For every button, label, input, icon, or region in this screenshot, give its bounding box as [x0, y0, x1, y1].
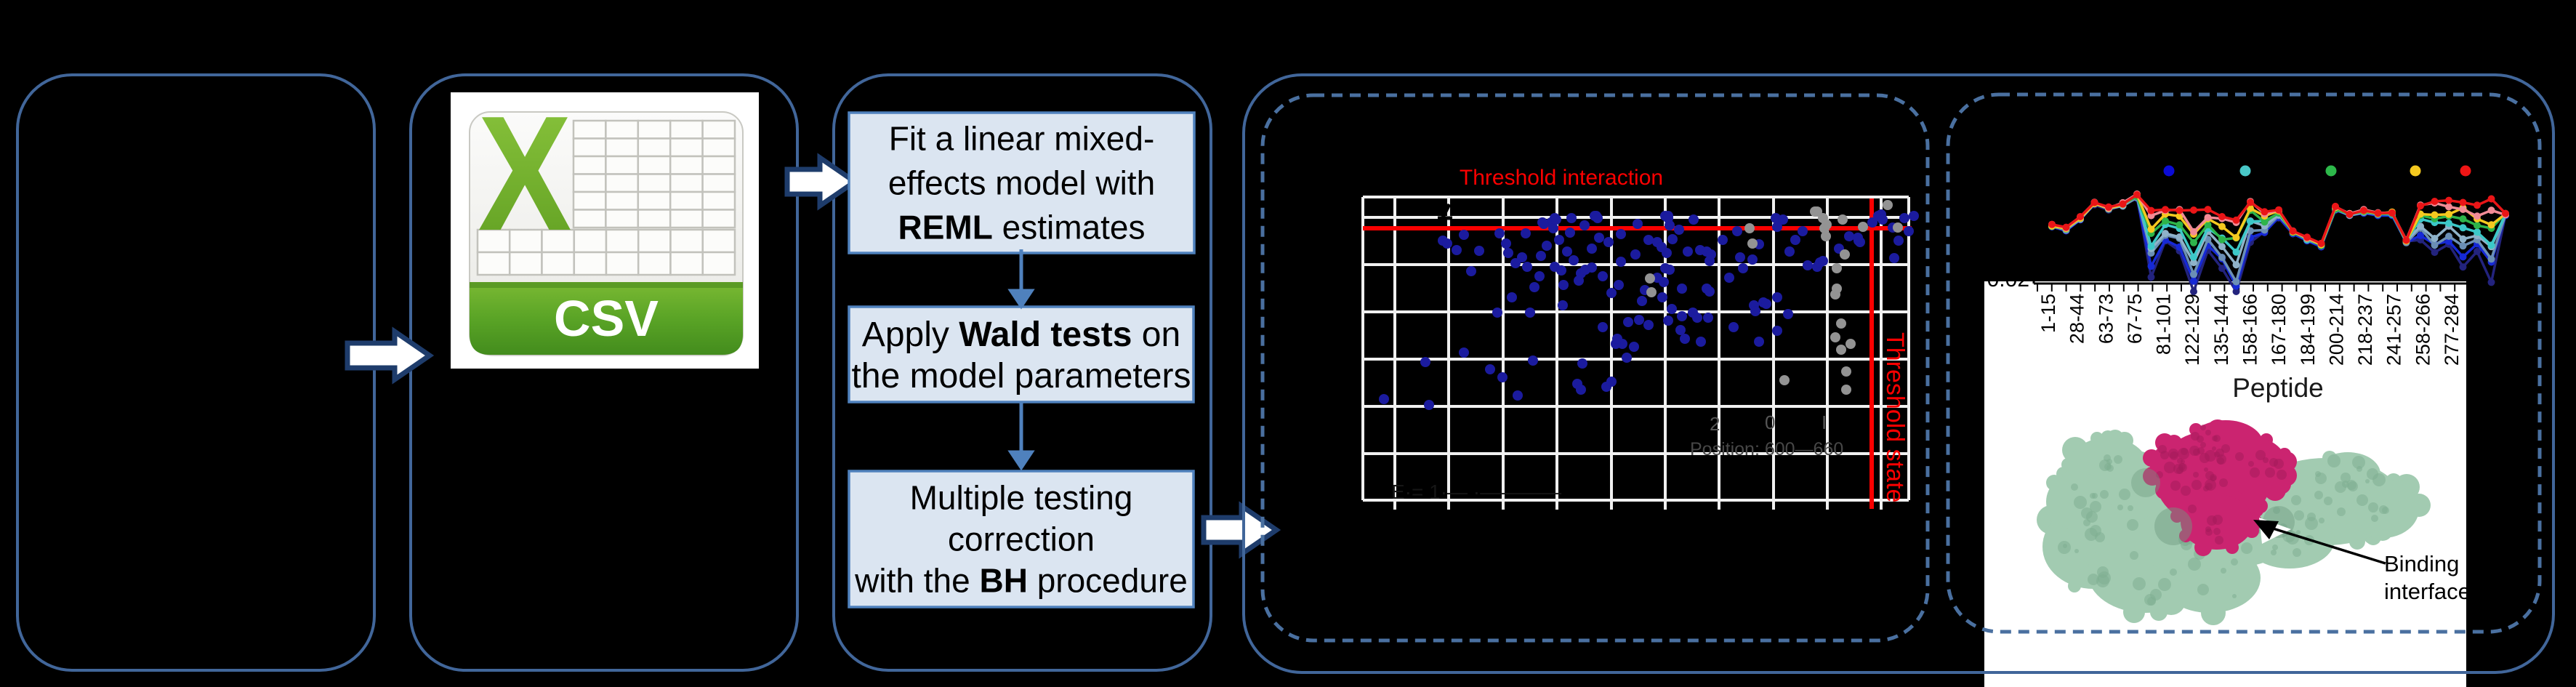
svg-text:158-166: 158-166 — [2239, 294, 2261, 366]
svg-text:67-75: 67-75 — [2124, 294, 2146, 344]
svg-text:Position: 600—660: Position: 600—660 — [1690, 439, 1843, 459]
svg-text:122-129: 122-129 — [2181, 294, 2203, 366]
svg-text:0.02: 0.02 — [1987, 268, 2029, 292]
svg-text:200-214: 200-214 — [2325, 294, 2347, 366]
svg-text:Binding: Binding — [2384, 551, 2459, 576]
svg-text:E·= 1·— ·————: E·= 1·— ·———— — [1391, 481, 1561, 503]
svg-text:28-44: 28-44 — [2066, 294, 2088, 344]
svg-text:with the BH procedure: with the BH procedure — [854, 562, 1188, 600]
svg-text:correction: correction — [948, 521, 1095, 558]
svg-text:258-266: 258-266 — [2412, 294, 2434, 366]
svg-text:184-199: 184-199 — [2297, 294, 2319, 366]
svg-text:218-237: 218-237 — [2354, 294, 2376, 366]
svg-text:CSV: CSV — [554, 290, 659, 347]
svg-text:I: I — [1822, 411, 1827, 433]
svg-text:0: 0 — [1765, 411, 1775, 433]
svg-text:Apply Wald tests on: Apply Wald tests on — [862, 316, 1180, 354]
svg-text:effects model with: effects model with — [888, 164, 1155, 202]
svg-text:Threshold state: Threshold state — [1881, 332, 1909, 502]
svg-text:Fit a linear mixed-: Fit a linear mixed- — [889, 120, 1155, 158]
svg-text:1-15: 1-15 — [2037, 294, 2059, 333]
svg-text:277-284: 277-284 — [2441, 294, 2463, 366]
svg-text:Multiple testing: Multiple testing — [910, 479, 1133, 517]
svg-text:interface: interface — [2384, 579, 2471, 604]
svg-text:REML estimates: REML estimates — [898, 209, 1146, 246]
svg-text:Peptide: Peptide — [2232, 373, 2324, 403]
svg-text:135-144: 135-144 — [2210, 294, 2232, 366]
svg-text:2: 2 — [1710, 413, 1720, 435]
svg-text:241-257: 241-257 — [2383, 294, 2405, 366]
svg-text:63-73: 63-73 — [2095, 294, 2117, 344]
svg-text:81-101: 81-101 — [2153, 294, 2175, 355]
svg-text:167-180: 167-180 — [2268, 294, 2290, 366]
svg-text:Threshold interaction: Threshold interaction — [1460, 166, 1663, 190]
svg-text:X: X — [478, 82, 571, 265]
svg-text:the model parameters: the model parameters — [852, 357, 1191, 395]
